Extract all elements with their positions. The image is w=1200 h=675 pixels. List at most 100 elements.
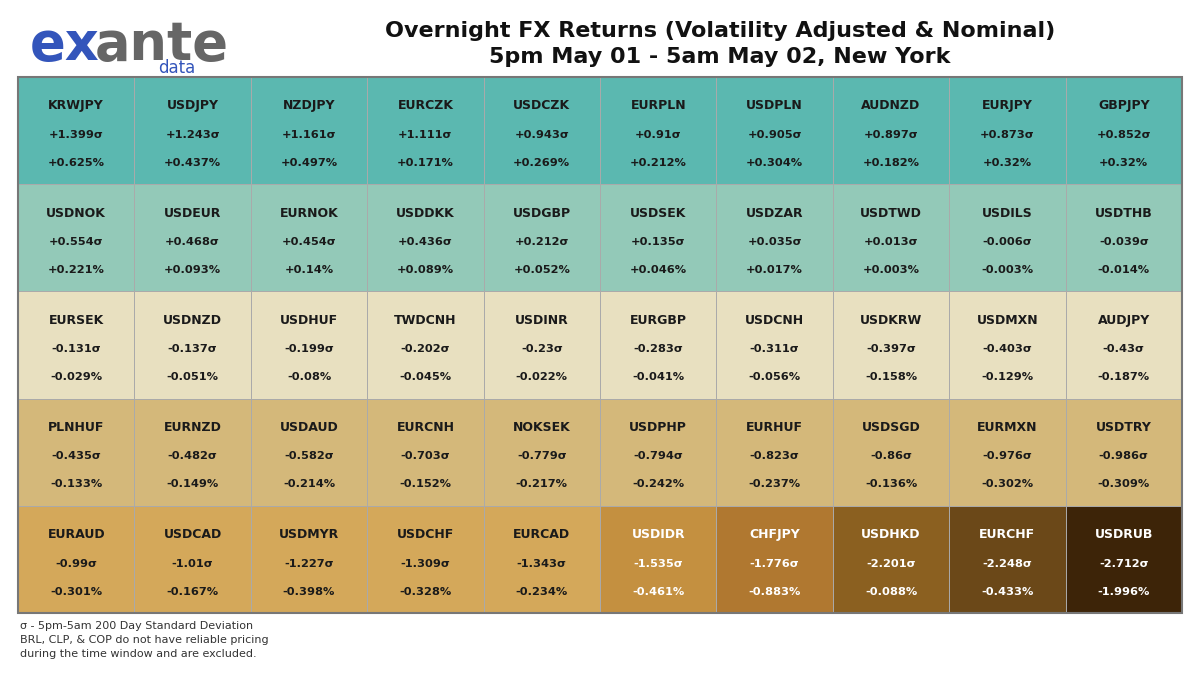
Text: +1.161σ: +1.161σ [282,130,336,140]
Text: EURPLN: EURPLN [630,99,686,113]
Text: -0.152%: -0.152% [400,479,451,489]
Text: -0.461%: -0.461% [632,587,684,597]
Text: -0.158%: -0.158% [865,372,917,382]
Bar [18,292,134,399]
Text: -0.029%: -0.029% [50,372,102,382]
Text: +0.436σ: +0.436σ [398,237,452,247]
Text: EURMXN: EURMXN [977,421,1038,434]
Text: -1.309σ: -1.309σ [401,559,450,569]
Text: NZDJPY: NZDJPY [283,99,335,113]
Text: Overnight FX Returns (Volatility Adjusted & Nominal): Overnight FX Returns (Volatility Adjuste… [385,21,1055,41]
Text: -0.006σ: -0.006σ [983,237,1032,247]
Text: -0.397σ: -0.397σ [866,344,916,354]
Text: -0.167%: -0.167% [167,587,218,597]
Text: +0.437%: +0.437% [164,158,221,168]
Bar [251,399,367,506]
Text: -0.582σ: -0.582σ [284,452,334,462]
Text: EURCNH: EURCNH [396,421,455,434]
Text: -0.003%: -0.003% [982,265,1033,275]
Bar [833,506,949,613]
Text: +0.943σ: +0.943σ [515,130,569,140]
Text: PLNHUF: PLNHUF [48,421,104,434]
Text: -0.482σ: -0.482σ [168,452,217,462]
Bar [833,184,949,292]
Text: USDIDR: USDIDR [631,529,685,541]
Text: +0.135σ: +0.135σ [631,237,685,247]
Bar [716,77,833,184]
Text: ex: ex [30,19,100,71]
Text: -0.986σ: -0.986σ [1099,452,1148,462]
Bar [949,399,1066,506]
Bar [833,399,949,506]
Text: USDMXN: USDMXN [977,314,1038,327]
Text: USDNZD: USDNZD [163,314,222,327]
Bar [134,184,251,292]
Text: -0.435σ: -0.435σ [52,452,101,462]
Text: +0.003%: +0.003% [863,265,919,275]
Text: -0.237%: -0.237% [749,479,800,489]
Text: EURJPY: EURJPY [982,99,1033,113]
Text: +0.093%: +0.093% [164,265,221,275]
Text: ante: ante [95,19,229,71]
Bar [251,77,367,184]
Text: -0.403σ: -0.403σ [983,344,1032,354]
Text: USDGBP: USDGBP [512,207,571,219]
Text: USDPLN: USDPLN [746,99,803,113]
Text: -0.217%: -0.217% [516,479,568,489]
Text: -2.712σ: -2.712σ [1099,559,1148,569]
Text: -0.309%: -0.309% [1098,479,1150,489]
Text: -0.398%: -0.398% [283,587,335,597]
Bar [18,506,134,613]
Bar [833,77,949,184]
Text: -0.301%: -0.301% [50,587,102,597]
Bar [134,399,251,506]
Text: AUDJPY: AUDJPY [1098,314,1150,327]
Text: +0.017%: +0.017% [746,265,803,275]
Bar [367,292,484,399]
Bar [716,399,833,506]
Bar [251,184,367,292]
Bar [716,184,833,292]
Text: -0.976σ: -0.976σ [983,452,1032,462]
Text: USDSEK: USDSEK [630,207,686,219]
Text: +0.852σ: +0.852σ [1097,130,1151,140]
Text: -0.433%: -0.433% [982,587,1033,597]
Bar [251,506,367,613]
Text: -0.136%: -0.136% [865,479,917,489]
Text: data: data [158,59,196,77]
Text: -0.328%: -0.328% [400,587,451,597]
Text: -0.129%: -0.129% [982,372,1033,382]
Text: 5pm May 01 - 5am May 02, New York: 5pm May 01 - 5am May 02, New York [490,47,950,67]
Text: +0.212σ: +0.212σ [515,237,569,247]
Text: +0.625%: +0.625% [48,158,104,168]
Bar [484,184,600,292]
Bar [1066,184,1182,292]
Bar [949,506,1066,613]
Text: -1.343σ: -1.343σ [517,559,566,569]
Text: USDRUB: USDRUB [1094,529,1153,541]
Text: +0.046%: +0.046% [630,265,686,275]
Text: -0.283σ: -0.283σ [634,344,683,354]
Text: -0.045%: -0.045% [400,372,451,382]
Text: USDPHP: USDPHP [629,421,688,434]
Text: -1.996%: -1.996% [1098,587,1150,597]
Bar [134,292,251,399]
Text: -0.131σ: -0.131σ [52,344,101,354]
Bar [18,184,134,292]
Bar [484,399,600,506]
Text: -0.794σ: -0.794σ [634,452,683,462]
Bar [134,506,251,613]
Text: EURNZD: EURNZD [163,421,222,434]
Text: -0.202σ: -0.202σ [401,344,450,354]
Bar [1066,399,1182,506]
Text: +0.182%: +0.182% [863,158,919,168]
Text: GBPJPY: GBPJPY [1098,99,1150,113]
Bar [484,506,600,613]
Text: -0.149%: -0.149% [167,479,218,489]
Text: +0.035σ: +0.035σ [748,237,802,247]
Bar [18,399,134,506]
Text: +0.897σ: +0.897σ [864,130,918,140]
Text: EURSEK: EURSEK [48,314,104,327]
Text: EURCAD: EURCAD [514,529,570,541]
Bar [367,77,484,184]
